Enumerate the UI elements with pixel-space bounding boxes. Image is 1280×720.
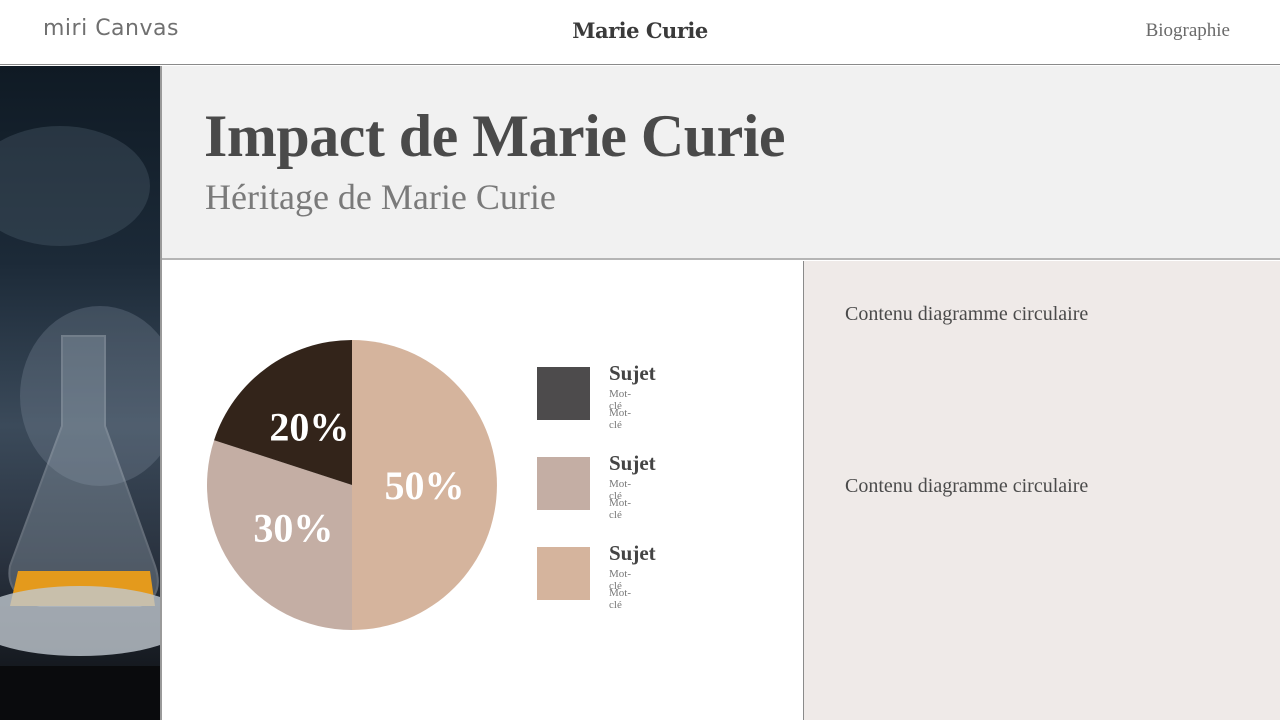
legend-keyword: Mot-clé xyxy=(609,407,631,431)
legend-keyword: Mot-clé xyxy=(609,497,631,521)
slice-label: 50% xyxy=(385,463,465,508)
right-panel: Contenu diagramme circulaire Contenu dia… xyxy=(803,261,1280,720)
top-bar: miri Canvas Marie Curie Biographie xyxy=(0,0,1280,65)
panel-text: Contenu diagramme circulaire xyxy=(845,475,1089,497)
slide-title: Impact de Marie Curie xyxy=(204,103,786,169)
slide-header: Impact de Marie Curie Héritage de Marie … xyxy=(162,66,1280,260)
legend-label: Sujet xyxy=(609,361,656,385)
document-title: Marie Curie xyxy=(572,18,708,43)
miri-canvas-logo[interactable]: miri Canvas xyxy=(43,16,179,41)
pie-chart: 50% 30% 20% xyxy=(207,340,497,630)
panel-text: Contenu diagramme circulaire xyxy=(845,303,1089,325)
pie-slice xyxy=(207,440,352,630)
flask-illustration xyxy=(0,126,160,720)
legend-swatch xyxy=(537,547,590,600)
nav-biographie[interactable]: Biographie xyxy=(1145,20,1230,41)
legend-swatch xyxy=(537,367,590,420)
slice-label: 30% xyxy=(253,506,333,551)
legend-swatch xyxy=(537,457,590,510)
legend-keyword: Mot-clé xyxy=(609,478,631,502)
slice-label: 20% xyxy=(269,404,349,449)
pie-slice xyxy=(214,340,352,485)
legend-label: Sujet xyxy=(609,451,656,475)
legend-keyword: Mot-clé xyxy=(609,568,631,592)
divider xyxy=(160,66,162,720)
pie-slice xyxy=(352,340,497,630)
legend-keyword: Mot-clé xyxy=(609,587,631,611)
legend-keyword: Mot-clé xyxy=(609,388,631,412)
legend-label: Sujet xyxy=(609,541,656,565)
lab-flask-photo xyxy=(0,66,160,720)
slide-subtitle: Héritage de Marie Curie xyxy=(205,177,556,217)
